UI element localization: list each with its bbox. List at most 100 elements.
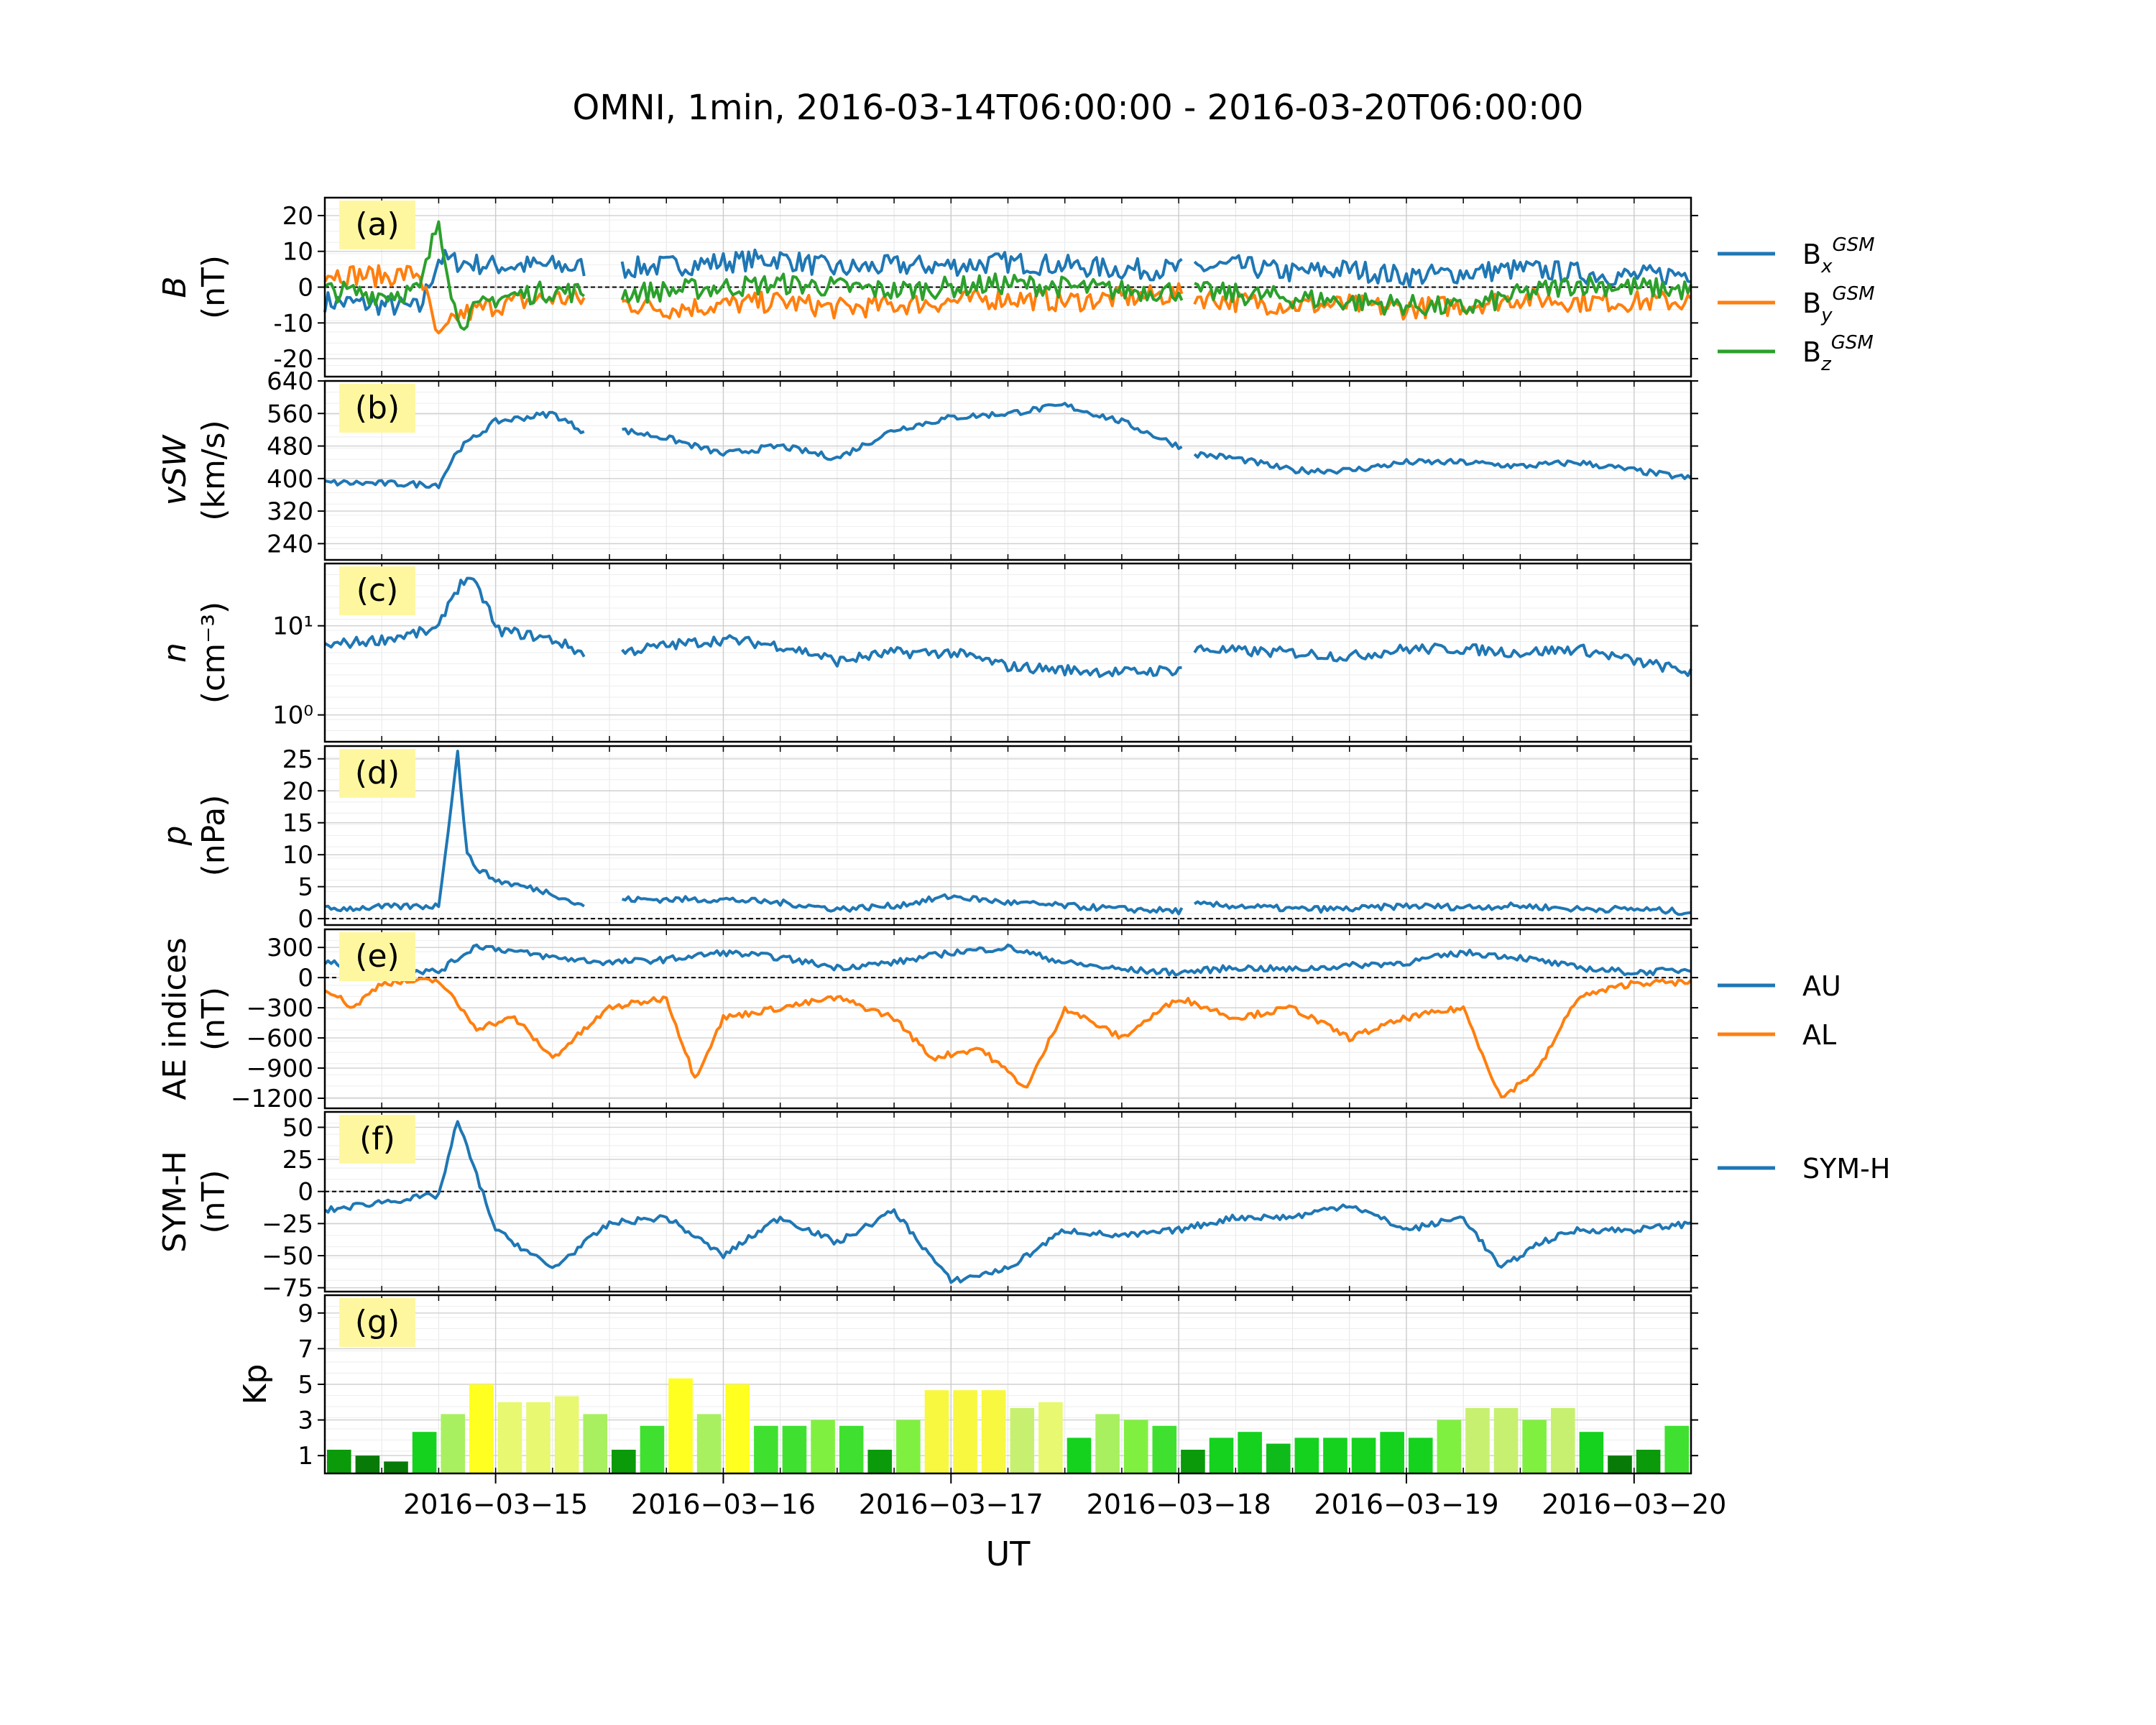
y-axis-label: Kp (237, 1364, 274, 1405)
kp-bar (1465, 1407, 1490, 1473)
y-tick-label: 25 (282, 745, 313, 774)
y-axis-unit: (nT) (195, 255, 232, 319)
kp-bar (1152, 1425, 1177, 1473)
y-tick-label: 0 (298, 964, 313, 993)
y-axis-label: SYM-H (157, 1151, 193, 1253)
series-line-d-0 (324, 750, 1692, 916)
panel-g: 1 3 5 7 9 Kp (g) (237, 1294, 1698, 1475)
y-tick-label: 10¹ (272, 612, 313, 641)
kp-bar (1408, 1438, 1433, 1473)
series-line-c-0 (324, 576, 1692, 678)
series-line-e-1 (324, 977, 1692, 1099)
kp-bar (1664, 1425, 1689, 1473)
kp-bar (1522, 1420, 1547, 1473)
panel-tag: (a) (355, 206, 399, 243)
legend-label: SYM-H (1802, 1153, 1890, 1184)
kp-bar (583, 1414, 608, 1473)
panel-tag: (c) (356, 572, 399, 609)
y-tick-label: 7 (298, 1335, 313, 1363)
y-tick-label: −300 (247, 994, 313, 1023)
y-axis-label: AE indices (157, 937, 193, 1100)
kp-bar (839, 1425, 864, 1473)
kp-bar (754, 1425, 778, 1473)
y-tick-label: −1200 (231, 1085, 313, 1113)
kp-bar (896, 1420, 921, 1473)
y-tick-label: 0 (298, 274, 313, 303)
kp-bar (1351, 1438, 1376, 1473)
y-tick-label: -10 (273, 309, 313, 338)
y-tick-label: 320 (267, 497, 313, 526)
y-tick-label: 20 (282, 777, 313, 806)
kp-bar (1294, 1438, 1319, 1473)
figure-title: OMNI, 1min, 2016-03-14T06:00:00 - 2016-0… (572, 88, 1584, 128)
x-tick-label: 2016−03−19 (1314, 1489, 1498, 1520)
y-axis-label: B (157, 276, 193, 298)
kp-bar (384, 1461, 408, 1473)
y-tick-label: 10 (282, 238, 313, 267)
kp-bar (1636, 1450, 1661, 1473)
y-tick-label: −600 (247, 1024, 313, 1053)
panel-c: 10⁰ 10¹ n (cm⁻³) (c) (157, 562, 1698, 743)
y-axis-label: n (157, 643, 193, 663)
kp-bar (1608, 1455, 1632, 1473)
kp-bar (953, 1390, 977, 1473)
legend-label: ByGSM (1802, 283, 1875, 326)
y-tick-label: 20 (282, 202, 313, 231)
kp-bar (497, 1402, 522, 1473)
panel-tag-box (339, 749, 415, 798)
kp-bar (612, 1450, 636, 1473)
kp-bar (1038, 1402, 1063, 1473)
panel-tag: (b) (355, 390, 400, 426)
y-tick-label: −25 (262, 1210, 313, 1238)
panel-tag-box (339, 932, 415, 981)
panel-tag-box (339, 566, 415, 615)
series-line-f-0 (323, 1120, 1692, 1284)
kp-bar (1323, 1438, 1348, 1473)
kp-bar (1380, 1432, 1404, 1473)
panel-b: 240 320 400 480 560 640 vSW (km/s) (b) (157, 367, 1698, 561)
kp-bar (327, 1450, 351, 1473)
y-tick-label: −50 (262, 1242, 313, 1271)
kp-bar (1266, 1443, 1291, 1473)
kp-bar (981, 1390, 1006, 1473)
y-tick-label: 1 (298, 1442, 313, 1471)
x-tick-label: 2016−03−16 (631, 1489, 816, 1520)
y-tick-label: 10 (282, 841, 313, 870)
x-axis-label: UT (986, 1535, 1031, 1573)
y-tick-label: 300 (267, 934, 313, 962)
kp-bar (867, 1450, 893, 1473)
kp-bar (782, 1425, 807, 1473)
y-tick-label: 5 (298, 1371, 313, 1399)
y-axis-unit: (km/s) (195, 420, 232, 520)
kp-bar (1181, 1450, 1205, 1473)
y-tick-label: 10⁰ (272, 702, 313, 730)
y-tick-label: -20 (273, 345, 313, 374)
x-tick-label: 2016−03−17 (859, 1489, 1044, 1520)
y-tick-label: 50 (282, 1113, 313, 1142)
legend-label: AL (1802, 1019, 1836, 1051)
kp-bar (1123, 1420, 1148, 1473)
y-axis-unit: (nPa) (195, 795, 232, 877)
y-axis-unit: (nT) (195, 987, 232, 1051)
x-tick-label: 2016−03−18 (1087, 1489, 1271, 1520)
y-axis-label: vSW (157, 434, 193, 505)
y-axis-unit: (cm⁻³) (195, 602, 232, 704)
panel-tag-box (339, 1115, 415, 1164)
panel-a: -20 -10 0 10 20 B (nT) (a) BxGSM ByGSM BzGSM (157, 196, 1875, 378)
panel-tag-box (339, 201, 415, 249)
legend-label: BxGSM (1802, 234, 1875, 277)
kp-bar (1579, 1432, 1604, 1473)
kp-bar (1437, 1420, 1462, 1473)
kp-bar (412, 1432, 437, 1473)
x-tick-label: 2016−03−20 (1542, 1489, 1726, 1520)
y-tick-label: 640 (267, 367, 313, 396)
kp-bar (696, 1414, 722, 1473)
series-line-b-0 (324, 402, 1692, 489)
legend-label: AU (1802, 970, 1841, 1002)
y-tick-label: −900 (247, 1054, 313, 1083)
kp-bar (554, 1396, 579, 1473)
kp-bar (1550, 1407, 1575, 1473)
